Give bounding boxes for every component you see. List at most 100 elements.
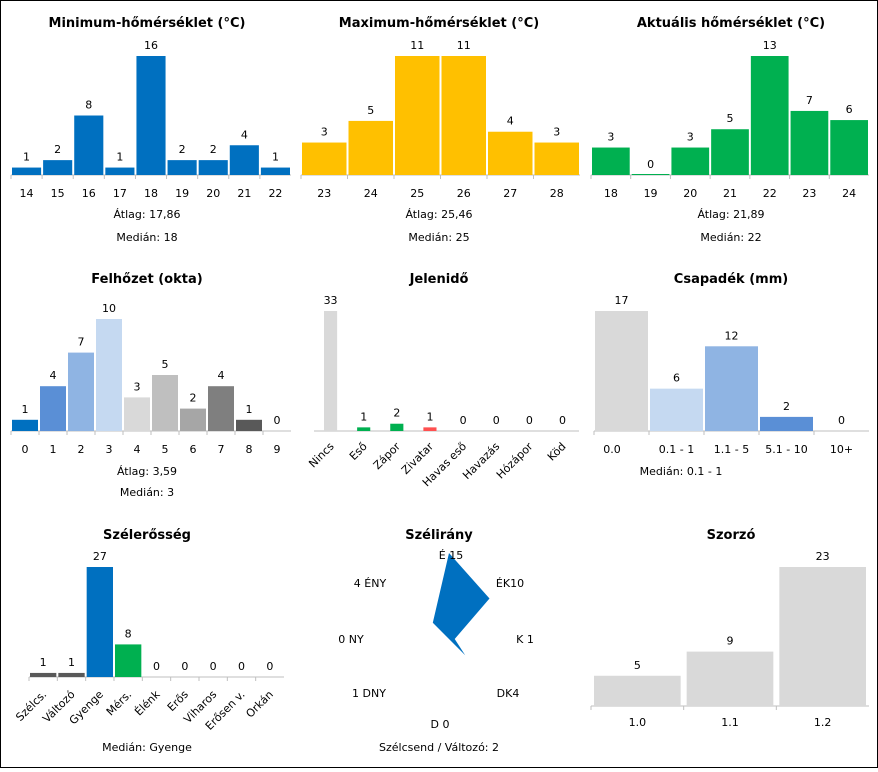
data-label-jelen-Eső: 1 (360, 410, 367, 423)
bar-csap-0.0 (595, 311, 648, 431)
data-label-min-15: 2 (54, 143, 61, 156)
bar-felho-0 (12, 419, 38, 431)
data-label-szel-Élénk: 0 (153, 660, 160, 673)
panel-szel: Szélerősség1Szélcs.1Változó27Gyenge8Mérs… (13, 528, 284, 754)
tick-label-akt-18: 18 (604, 187, 618, 200)
tick-label-min-15: 15 (51, 187, 65, 200)
bar-min-20 (198, 160, 228, 175)
direction-label-ÉNY: 4 ÉNY (354, 577, 387, 590)
tick-label-max-24: 24 (364, 187, 378, 200)
tick-label-felho-8: 8 (246, 443, 253, 456)
data-label-max-23: 3 (321, 126, 328, 139)
stat-akt-1: Medián: 22 (700, 231, 761, 244)
data-label-felho-5: 5 (162, 358, 169, 371)
data-label-felho-8: 1 (246, 403, 253, 416)
bar-min-19 (167, 160, 197, 175)
direction-label-DNY: 1 DNY (352, 687, 386, 700)
tick-label-akt-20: 20 (683, 187, 697, 200)
tick-label-jelen-Nincs: Nincs (306, 440, 337, 471)
data-label-felho-2: 7 (78, 336, 85, 349)
data-label-max-24: 5 (367, 104, 374, 117)
tick-label-min-22: 22 (268, 187, 282, 200)
data-label-csap-0.0: 17 (615, 294, 629, 307)
tick-label-szel-Mérs.: Mérs. (104, 688, 134, 718)
tick-label-jelen-Eső: Eső (347, 440, 370, 463)
tick-label-felho-1: 1 (50, 443, 57, 456)
tick-label-akt-24: 24 (842, 187, 856, 200)
data-label-akt-22: 13 (763, 39, 777, 52)
data-label-max-27: 4 (507, 115, 514, 128)
data-label-jelen-Zápor: 2 (393, 407, 400, 420)
bar-min-17 (105, 167, 135, 175)
bar-max-27 (488, 131, 533, 175)
chart-title-min: Minimum-hőmérséklet (°C) (49, 16, 246, 31)
data-label-akt-24: 6 (846, 103, 853, 116)
data-label-min-16: 8 (85, 99, 92, 112)
data-label-szel-Szélcs.: 1 (40, 656, 47, 669)
bar-felho-7 (208, 386, 234, 431)
data-label-jelen-Nincs: 33 (324, 294, 338, 307)
data-label-akt-23: 7 (806, 94, 813, 107)
data-label-min-22: 1 (272, 151, 279, 164)
data-label-akt-20: 3 (687, 131, 694, 144)
panel-csap: Csapadék (mm) 17 0.0 6 0.1 - 1 12 1.1 - 5 2 5.1 … (593, 272, 869, 478)
data-label-max-26: 11 (457, 39, 471, 52)
bar-akt-23 (790, 110, 829, 175)
data-label-min-21: 4 (241, 128, 248, 141)
stat-felho-1: Medián: 3 (120, 486, 174, 499)
bar-min-22 (260, 167, 290, 175)
panel-min: Minimum-hőmérséklet (°C)1142158161171618… (10, 16, 291, 244)
data-label-szorzo-1.1: 9 (727, 635, 734, 648)
tick-label-min-20: 20 (206, 187, 220, 200)
data-label-akt-18: 3 (607, 131, 614, 144)
bar-jelen-Nincs (324, 311, 338, 431)
tick-label-akt-22: 22 (763, 187, 777, 200)
tick-label-jelen-Köd: Köd (545, 440, 569, 464)
tick-label-akt-21: 21 (723, 187, 737, 200)
bar-csap-1.1 - 5 (705, 346, 758, 431)
data-label-min-17: 1 (116, 151, 123, 164)
stat-min-1: Medián: 18 (116, 231, 177, 244)
bar-jelen-Zápor (390, 423, 404, 431)
bar-felho-5 (152, 375, 178, 431)
tick-label-felho-2: 2 (78, 443, 85, 456)
tick-label-csap-5.1 - 10: 5.1 - 10 (765, 443, 807, 456)
data-label-csap-1.1 - 5: 12 (725, 329, 739, 342)
tick-label-min-14: 14 (20, 187, 34, 200)
wind-rose-shape (432, 553, 490, 656)
tick-label-csap-0.0: 0.0 (603, 443, 621, 456)
tick-label-akt-19: 19 (644, 187, 658, 200)
chart-title-irany: Szélirány (405, 528, 473, 543)
tick-label-felho-6: 6 (190, 443, 197, 456)
data-label-jelen-Havazás: 0 (493, 414, 500, 427)
data-label-min-18: 16 (144, 39, 158, 52)
chart-title-felho: Felhőzet (okta) (91, 272, 202, 287)
data-label-csap-5.1 - 10: 2 (783, 400, 790, 413)
data-label-max-25: 11 (410, 39, 424, 52)
tick-label-szorzo-1.0: 1.0 (629, 716, 647, 729)
tick-label-akt-23: 23 (802, 187, 816, 200)
panel-akt: Aktuális hőmérséklet (°C) 3 18 0 19 3 20 5 21 13 2… (590, 16, 869, 244)
direction-label-ÉK: ÉK10 (496, 577, 524, 590)
bar-felho-6 (180, 408, 206, 431)
data-label-felho-7: 4 (218, 369, 225, 382)
chart-title-jelen: Jelenidő (409, 272, 469, 287)
bar-max-25 (395, 56, 440, 175)
data-label-csap-10+: 0 (838, 414, 845, 427)
tick-label-csap-1.1 - 5: 1.1 - 5 (714, 443, 749, 456)
data-label-szel-Erős: 0 (181, 660, 188, 673)
tick-label-min-19: 19 (175, 187, 189, 200)
panel-felho: Felhőzet (okta)104172103345526471809Átla… (10, 272, 291, 499)
tick-label-min-16: 16 (82, 187, 96, 200)
direction-label-D: D 0 (431, 718, 450, 731)
tick-label-min-17: 17 (113, 187, 127, 200)
panel-szorzo: Szorzó 5 1.0 9 1.1 23 1.2 (590, 528, 869, 729)
chart-title-akt: Aktuális hőmérséklet (°C) (637, 16, 825, 31)
bar-felho-3 (96, 319, 122, 431)
bar-szel-Változó (58, 672, 85, 677)
chart-title-csap: Csapadék (mm) (674, 272, 788, 287)
bar-min-14 (12, 167, 42, 175)
bar-szorzo-1.1 (686, 651, 774, 706)
bar-max-24 (348, 120, 393, 175)
